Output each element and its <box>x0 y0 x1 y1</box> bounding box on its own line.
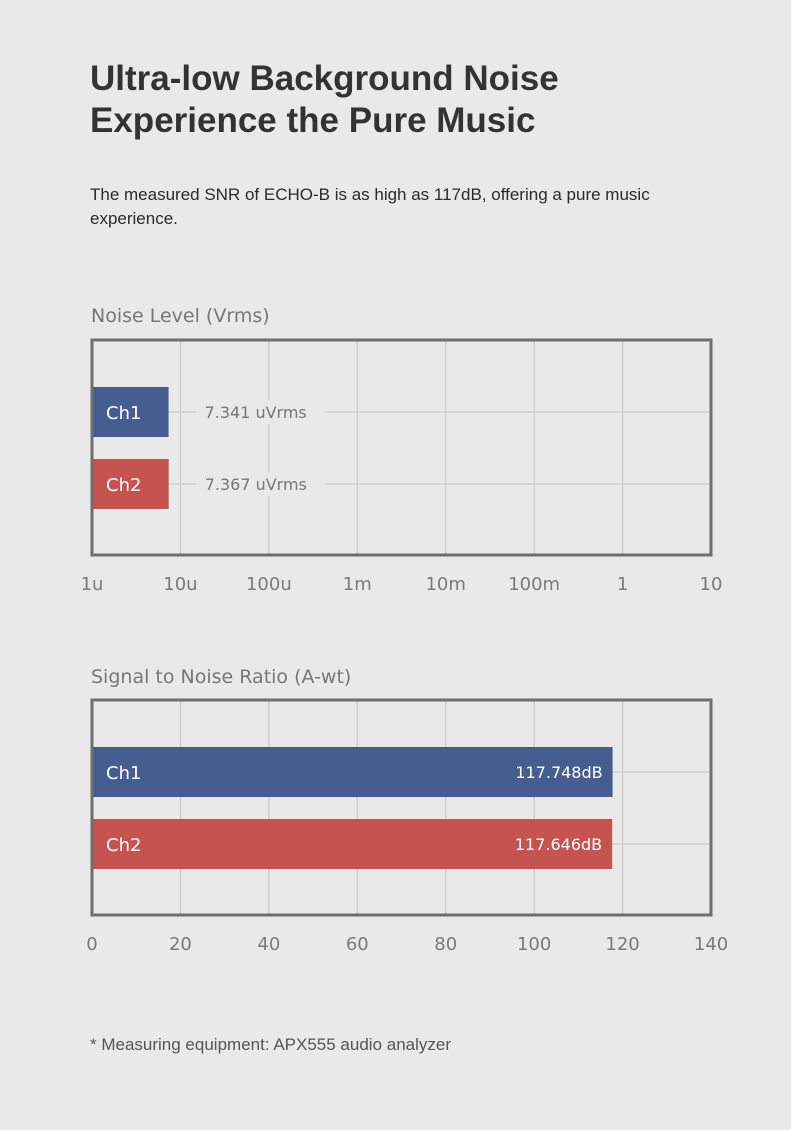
x-tick-label: 100u <box>246 574 292 595</box>
x-tick-label: 100 <box>517 934 551 955</box>
bar <box>92 387 169 437</box>
x-tick-label: 1 <box>617 574 628 595</box>
chart-frame <box>90 338 713 557</box>
bar <box>92 819 613 869</box>
x-tick-label: 140 <box>694 934 728 955</box>
intro-text: The measured SNR of ECHO-B is as high as… <box>90 185 650 228</box>
x-tick-label: 0 <box>86 934 97 955</box>
x-tick-label: 40 <box>257 934 280 955</box>
x-tick-label: 10u <box>163 574 197 595</box>
label-mask <box>196 472 325 496</box>
snr-chart: Ch1 117.748dB Ch2 117.646dB 0 20 40 60 80 100 120 1… <box>86 698 728 955</box>
bar <box>92 747 613 797</box>
page-title: Ultra-low Background Noise Experience th… <box>90 58 559 142</box>
bar-value-label: 7.341 uVrms <box>205 403 307 422</box>
bar-category-label: Ch2 <box>106 475 141 496</box>
x-tick-label: 60 <box>346 934 369 955</box>
bar-value-label: 7.367 uVrms <box>205 475 307 494</box>
bar-value-label: 117.748dB <box>515 763 602 782</box>
bar-category-label: Ch1 <box>106 763 141 784</box>
footnote: * Measuring equipment: APX555 audio anal… <box>90 1035 452 1054</box>
x-tick-label: 10m <box>425 574 465 595</box>
x-tick-label: 20 <box>169 934 192 955</box>
chart-frame <box>90 698 713 917</box>
x-tick-label: 1m <box>343 574 372 595</box>
noise-chart-title: Noise Level (Vrms) <box>91 305 270 327</box>
noise-level-chart: Ch1 7.341 uVrms Ch2 7.367 uVrms 1u 10u 100u 1m 1… <box>81 338 723 595</box>
bar-value-label: 117.646dB <box>515 835 602 854</box>
snr-chart-title: Signal to Noise Ratio (A-wt) <box>91 666 352 688</box>
label-mask <box>196 400 325 424</box>
x-tick-label: 10 <box>700 574 723 595</box>
x-tick-label: 80 <box>434 934 457 955</box>
bar <box>92 459 169 509</box>
page-title-line-2: Experience the Pure Music <box>90 101 536 140</box>
x-tick-label: 1u <box>81 574 104 595</box>
x-tick-label: 120 <box>605 934 639 955</box>
x-tick-label: 100m <box>508 574 560 595</box>
bar-category-label: Ch1 <box>106 403 141 424</box>
bar-category-label: Ch2 <box>106 835 141 856</box>
page-title-line-1: Ultra-low Background Noise <box>90 59 559 98</box>
